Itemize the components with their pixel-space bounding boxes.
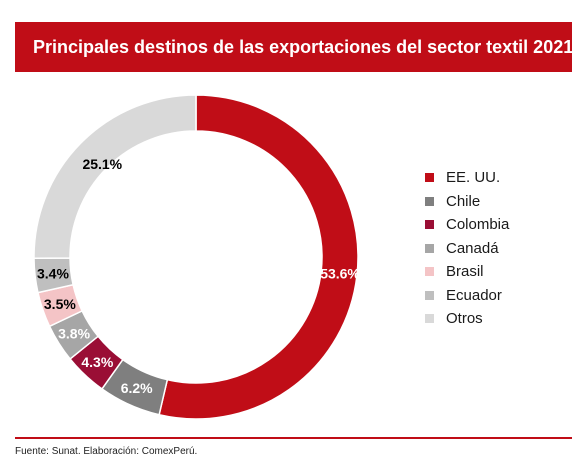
legend-swatch	[425, 267, 434, 277]
legend-label: EE. UU.	[446, 169, 501, 187]
slice-ee-uu	[158, 94, 359, 420]
legend-label: Brasil	[446, 263, 484, 281]
legend-swatch	[425, 314, 434, 324]
legend-item-colombia: Colombia	[425, 213, 509, 237]
legend-swatch	[425, 196, 434, 206]
legend-item-ecuador: Ecuador	[425, 284, 509, 308]
legend-item-chile: Chile	[425, 190, 509, 214]
legend-label: Otros	[446, 310, 483, 328]
footer-divider	[15, 437, 572, 439]
legend-item-ee-uu: EE. UU.	[425, 166, 509, 190]
legend-label: Ecuador	[446, 286, 502, 304]
legend-swatch	[425, 220, 434, 230]
slice-otros	[33, 94, 197, 260]
data-label-canada: 3.8%	[58, 326, 90, 342]
data-label-otros: 25.1%	[82, 156, 122, 172]
data-label-brasil: 3.5%	[44, 296, 76, 312]
legend-swatch	[425, 290, 434, 300]
data-label-ecuador: 3.4%	[37, 265, 69, 281]
legend-label: Chile	[446, 192, 481, 210]
legend-item-otros: Otros	[425, 307, 509, 331]
title-banner: Principales destinos de las exportacione…	[15, 22, 574, 72]
chart-legend: EE. UU. Chile Colombia Canadá Brasil Ecuador O…	[425, 166, 509, 331]
legend-swatch	[425, 173, 434, 183]
data-label-ee-uu: 53.6%	[320, 266, 360, 282]
data-label-colombia: 4.3%	[81, 354, 113, 370]
data-label-chile: 6.2%	[121, 380, 153, 396]
legend-swatch	[425, 243, 434, 253]
legend-item-canada: Canadá	[425, 237, 509, 261]
legend-label: Canadá	[446, 239, 499, 257]
source-note: Fuente: Sunat. Elaboración: ComexPerú.	[15, 446, 198, 457]
chart-title: Principales destinos de las exportacione…	[33, 36, 574, 57]
legend-item-brasil: Brasil	[425, 260, 509, 284]
legend-label: Colombia	[446, 216, 510, 234]
